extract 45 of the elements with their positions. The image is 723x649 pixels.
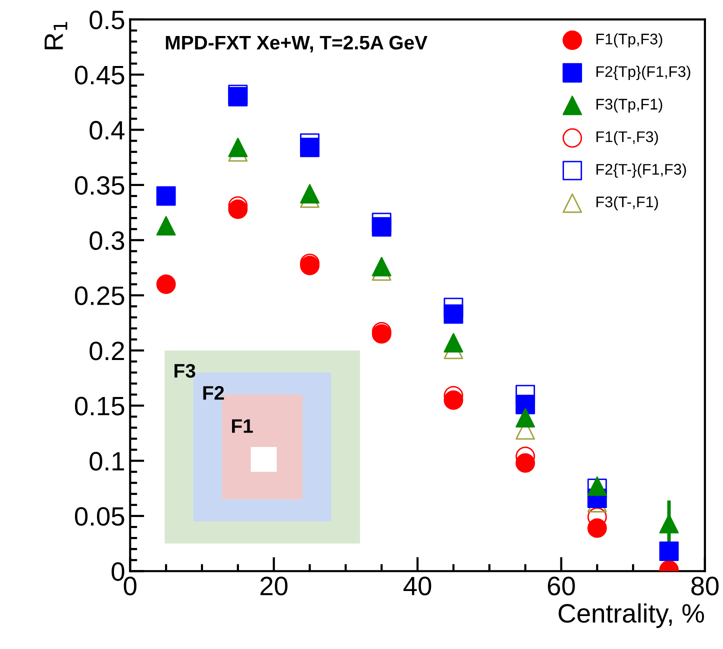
point xyxy=(444,304,464,324)
point xyxy=(156,216,176,236)
annotation: F3 xyxy=(174,364,196,378)
x-tick-label: 0 xyxy=(124,576,136,596)
point xyxy=(587,518,607,538)
y-tick-label: 0.4 xyxy=(90,120,125,140)
x-tick-label: 20 xyxy=(260,576,288,596)
point xyxy=(156,186,176,206)
y-tick-label: 0.2 xyxy=(90,342,124,360)
legend-label: F3(Tp,F1) xyxy=(596,98,662,113)
annotation: MPD-FXT Xe+W, T=2.5A GeV xyxy=(166,36,428,52)
point xyxy=(444,333,464,352)
y-tick-label: 0.05 xyxy=(74,507,124,526)
y-tick-label: 0 xyxy=(112,562,124,581)
y-tick-label: 0.1 xyxy=(90,452,124,471)
point xyxy=(156,274,176,294)
x-tick-label: 80 xyxy=(691,576,719,596)
point xyxy=(300,184,320,204)
y-axis-title: R$_{1}$ xyxy=(44,22,68,50)
legend-label: F2{Tp}(F1,F3) xyxy=(596,66,690,80)
point xyxy=(228,138,248,158)
y-tick-label: 0.45 xyxy=(74,66,124,84)
y-tick-label: 0.25 xyxy=(74,286,124,306)
legend-label: F1(T-,F3) xyxy=(596,130,658,146)
x-tick-label: 40 xyxy=(403,576,432,596)
point xyxy=(516,408,536,428)
point xyxy=(516,394,536,414)
y-tick-label: 0.3 xyxy=(90,231,124,250)
point xyxy=(659,542,679,561)
x-axis-title: Centrality, % xyxy=(558,603,704,628)
x-tick-label: 60 xyxy=(548,576,575,596)
point xyxy=(300,138,320,158)
y-tick-label: 0.15 xyxy=(74,396,124,416)
y-tick-label: 0.5 xyxy=(90,10,124,30)
y-tick-label: 0.35 xyxy=(74,176,124,195)
annotation: F1 xyxy=(232,419,253,433)
legend-label: F3(T-,F1) xyxy=(596,196,658,210)
point xyxy=(516,453,536,473)
legend-label: F2{T-}(F1,F3) xyxy=(596,164,686,178)
annotation: F2 xyxy=(203,386,224,400)
point xyxy=(372,256,392,276)
legend-label: F1(Tp,F3) xyxy=(596,33,662,48)
point xyxy=(228,200,248,219)
point xyxy=(444,390,464,410)
point xyxy=(372,217,392,237)
